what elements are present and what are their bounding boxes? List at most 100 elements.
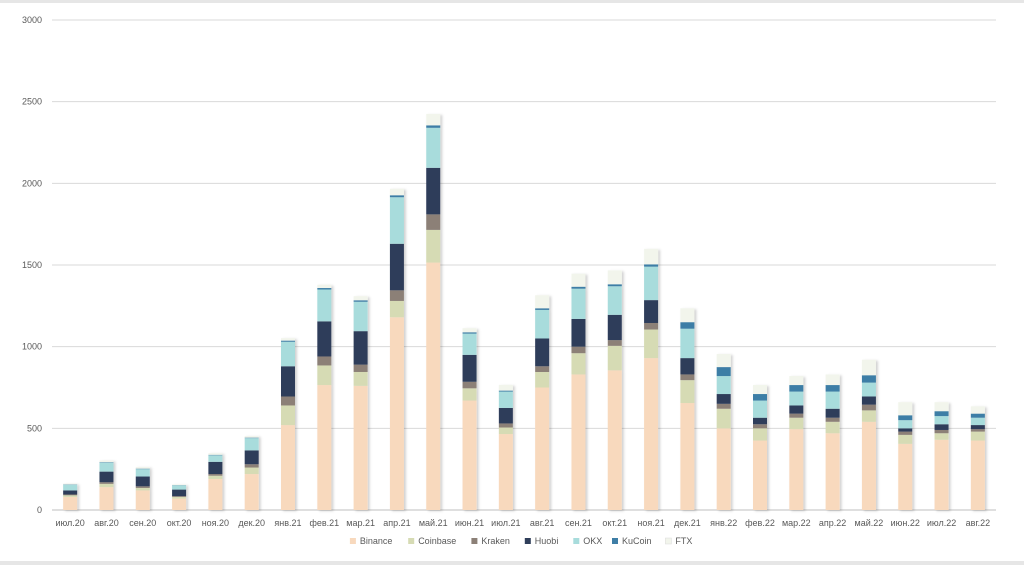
bar-segment-ftx <box>862 360 876 376</box>
bar-segment-kucoin <box>317 288 331 289</box>
bar-segment-binance <box>281 425 295 510</box>
x-tick-label: фев.21 <box>309 518 339 528</box>
bar-segment-coinbase <box>789 418 803 429</box>
bar-segment-huobi <box>463 355 477 382</box>
bar-stack <box>571 274 585 510</box>
bar-segment-kucoin <box>680 322 694 329</box>
bar-segment-kraken <box>499 423 513 427</box>
bar-segment-kraken <box>862 405 876 411</box>
bar-segment-okx <box>571 289 585 319</box>
x-tick-label: мар.22 <box>782 518 811 528</box>
bar-stack <box>63 484 77 510</box>
legend-label: KuCoin <box>622 536 652 546</box>
bar-segment-kucoin <box>898 415 912 420</box>
bar-stack <box>390 189 404 510</box>
legend-label: Kraken <box>481 536 510 546</box>
bar-segment-binance <box>136 490 150 510</box>
legend-swatch <box>665 538 671 544</box>
bar-segment-okx <box>281 342 295 367</box>
bar-segment-binance <box>826 433 840 510</box>
bar-segment-huobi <box>99 472 113 483</box>
x-tick-label: июл.21 <box>491 518 520 528</box>
bar-segment-okx <box>245 438 259 450</box>
legend-item-coinbase: Coinbase <box>408 536 456 546</box>
bar-segment-binance <box>390 317 404 510</box>
bar-segment-huobi <box>789 405 803 413</box>
bar-stack <box>354 296 368 510</box>
x-tick-label: июн.22 <box>891 518 920 528</box>
bar-segment-okx <box>826 392 840 409</box>
x-tick-label: авг.20 <box>94 518 118 528</box>
bar-segment-huobi <box>644 300 658 323</box>
legend-item-kraken: Kraken <box>471 536 510 546</box>
bar-segment-coinbase <box>499 428 513 435</box>
bar-segment-coinbase <box>862 410 876 421</box>
bar-segment-okx <box>499 392 513 408</box>
bar-segment-kraken <box>390 290 404 301</box>
bar-segment-coinbase <box>971 432 985 441</box>
bar-stack <box>136 467 150 510</box>
x-tick-label: янв.21 <box>274 518 301 528</box>
x-tick-label: дек.20 <box>238 518 265 528</box>
x-tick-label: сен.21 <box>565 518 592 528</box>
bar-segment-kraken <box>426 214 440 230</box>
bar-segment-ftx <box>245 436 259 438</box>
bar-segment-kraken <box>898 432 912 435</box>
bar-segment-okx <box>898 420 912 428</box>
bar-stack <box>971 406 985 510</box>
legend-label: Coinbase <box>418 536 456 546</box>
bar-segment-coinbase <box>281 405 295 425</box>
bar-segment-huobi <box>680 358 694 374</box>
bar-segment-ftx <box>99 461 113 463</box>
bar-segment-ftx <box>172 484 186 485</box>
bar-segment-binance <box>753 441 767 510</box>
bar-segment-okx <box>99 463 113 472</box>
bar-segment-kraken <box>826 418 840 422</box>
bar-segment-okx <box>789 392 803 406</box>
bar-segment-okx <box>680 329 694 358</box>
bar-segment-binance <box>245 474 259 510</box>
bar-segment-coinbase <box>390 301 404 317</box>
bar-segment-coinbase <box>208 476 222 479</box>
bar-segment-kraken <box>571 347 585 354</box>
bar-segment-okx <box>463 334 477 355</box>
bar-segment-coinbase <box>245 468 259 475</box>
x-tick-label: май.21 <box>419 518 448 528</box>
x-tick-label: авг.21 <box>530 518 554 528</box>
x-tick-label: фев.22 <box>745 518 775 528</box>
bar-segment-ftx <box>208 453 222 455</box>
bar-stack <box>935 402 949 510</box>
bar-segment-ftx <box>281 338 295 340</box>
bar-stack <box>172 484 186 510</box>
bar-segment-kraken <box>172 496 186 497</box>
bar-segment-ftx <box>898 402 912 415</box>
bar-segment-ftx <box>680 308 694 322</box>
bar-stack <box>245 436 259 510</box>
bar-segment-binance <box>571 374 585 510</box>
bar-stack <box>208 453 222 510</box>
bar-segment-binance <box>717 428 731 510</box>
bar-stack <box>499 385 513 510</box>
bar-stack <box>789 376 803 510</box>
bar-segment-okx <box>644 267 658 300</box>
bar-segment-binance <box>680 403 694 510</box>
bar-segment-ftx <box>935 402 949 411</box>
bar-segment-binance <box>608 370 622 510</box>
legend-swatch <box>350 538 356 544</box>
legend-label: Binance <box>360 536 393 546</box>
bar-stack <box>826 374 840 510</box>
bar-segment-kraken <box>63 494 77 495</box>
bar-segment-kraken <box>317 356 331 365</box>
bar-segment-kraken <box>935 430 949 433</box>
bar-segment-ftx <box>499 385 513 391</box>
legend-item-kucoin: KuCoin <box>612 536 652 546</box>
bar-segment-binance <box>971 441 985 510</box>
bar-segment-okx <box>390 197 404 244</box>
bar-segment-binance <box>463 401 477 510</box>
bar-segment-ftx <box>535 295 549 308</box>
bar-segment-huobi <box>281 366 295 396</box>
bar-segment-binance <box>317 385 331 510</box>
bar-segment-binance <box>898 444 912 510</box>
bar-segment-huobi <box>717 394 731 404</box>
bar-segment-huobi <box>317 321 331 356</box>
